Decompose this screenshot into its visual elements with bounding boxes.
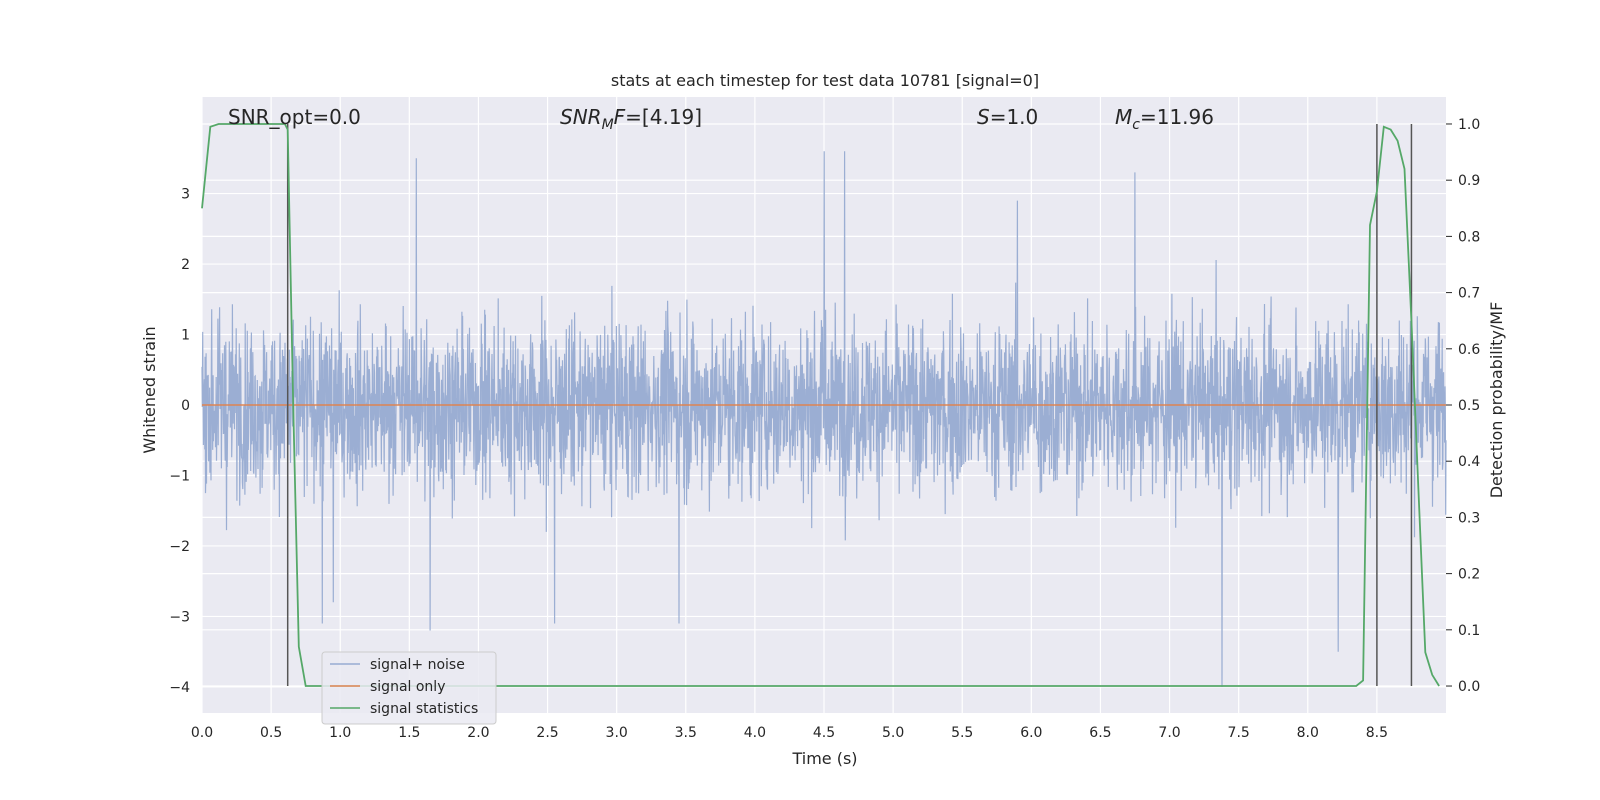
legend-label-signal-statistics: signal statistics bbox=[370, 701, 478, 717]
x-tick-label-5: 2.5 bbox=[536, 725, 558, 741]
y2-tick-label-2: 0.8 bbox=[1458, 229, 1480, 245]
legend-label-signal-only: signal only bbox=[370, 679, 445, 695]
legend: signal+ noise signal only signal statist… bbox=[321, 651, 497, 725]
y2-tick-label-9: 0.1 bbox=[1458, 623, 1480, 639]
x-axis-label: Time (s) bbox=[791, 749, 857, 768]
x-tick-label-3: 1.5 bbox=[398, 725, 420, 741]
y2-axis-label: Detection probability/MF bbox=[1487, 302, 1506, 499]
x-tick-label-8: 4.0 bbox=[744, 725, 766, 741]
x-tick-label-14: 7.0 bbox=[1158, 725, 1180, 741]
x-tick-label-7: 3.5 bbox=[675, 725, 697, 741]
x-tick-label-6: 3.0 bbox=[606, 725, 628, 741]
annotation-mc-value: =11.96 bbox=[1140, 105, 1214, 129]
legend-box bbox=[321, 651, 497, 725]
vertical-markers bbox=[286, 123, 1413, 687]
y-tick-label-5: −2 bbox=[169, 539, 190, 555]
signal-noise-line bbox=[201, 151, 1447, 687]
x-tick-label-11: 5.5 bbox=[951, 725, 973, 741]
y-tick-label-0: 3 bbox=[181, 187, 190, 203]
annotation-mc: Mc=11.96 bbox=[1115, 105, 1214, 133]
x-tick-label-16: 8.0 bbox=[1297, 725, 1319, 741]
signal-statistics-line bbox=[201, 123, 1440, 687]
annotation-snr-mf-value: =[4.19] bbox=[625, 105, 702, 129]
y2-tick-label-8: 0.2 bbox=[1458, 567, 1480, 583]
y-tick-label-7: −4 bbox=[169, 680, 190, 696]
annotation-snr-mf-subscript: M bbox=[602, 117, 614, 133]
x-tick-label-10: 5.0 bbox=[882, 725, 904, 741]
annotation-s: S=1.0 bbox=[977, 105, 1038, 129]
y2-tick-label-7: 0.3 bbox=[1458, 510, 1480, 526]
y-axis-right: 1.0 0.9 0.8 0.7 0.6 0.5 0.4 0.3 0.2 0.1 0.0 bbox=[1446, 117, 1480, 695]
y2-tick-label-0: 1.0 bbox=[1458, 117, 1480, 133]
y-axis-label: Whitened strain bbox=[140, 326, 159, 453]
annotation-snr-mf-symbol: SNR bbox=[560, 105, 602, 129]
x-tick-label-4: 2.0 bbox=[467, 725, 489, 741]
x-tick-label-1: 0.5 bbox=[260, 725, 282, 741]
annotation-snr-mf-rest: F bbox=[614, 105, 626, 129]
y2-tick-label-4: 0.6 bbox=[1458, 342, 1480, 358]
x-tick-label-0: 0.0 bbox=[191, 725, 213, 741]
y-tick-label-1: 2 bbox=[181, 257, 190, 273]
series-signal-noise bbox=[201, 151, 1447, 687]
y2-tick-label-1: 0.9 bbox=[1458, 173, 1480, 189]
series-signal-statistics bbox=[201, 123, 1440, 687]
x-tick-label-17: 8.5 bbox=[1366, 725, 1388, 741]
annotation-snr-opt: SNR_opt=0.0 bbox=[228, 105, 361, 129]
x-tick-label-9: 4.5 bbox=[813, 725, 835, 741]
y-tick-label-4: −1 bbox=[169, 468, 190, 484]
legend-label-signal-noise: signal+ noise bbox=[370, 657, 465, 673]
y2-tick-label-5: 0.5 bbox=[1458, 398, 1480, 414]
chart-title: stats at each timestep for test data 107… bbox=[611, 71, 1039, 90]
y2-tick-label-3: 0.7 bbox=[1458, 286, 1480, 302]
y2-tick-label-10: 0.0 bbox=[1458, 679, 1480, 695]
annotation-s-value: =1.0 bbox=[990, 105, 1039, 129]
x-tick-label-13: 6.5 bbox=[1089, 725, 1111, 741]
y-tick-label-6: −3 bbox=[169, 609, 190, 625]
y-tick-label-2: 1 bbox=[181, 328, 190, 344]
x-axis: 0.0 0.5 1.0 1.5 2.0 2.5 3.0 3.5 4.0 4.5 5.0 5.5 6.0 6… bbox=[191, 725, 1388, 741]
x-tick-label-15: 7.5 bbox=[1228, 725, 1250, 741]
annotation-mc-symbol: M bbox=[1115, 105, 1132, 129]
y-axis-left: 3 2 1 0 −1 −2 −3 −4 bbox=[169, 187, 190, 696]
annotation-s-symbol: S bbox=[977, 105, 990, 129]
y-tick-label-3: 0 bbox=[181, 398, 190, 414]
annotation-snr-mf: SNRMF=[4.19] bbox=[560, 105, 702, 133]
x-tick-label-2: 1.0 bbox=[329, 725, 351, 741]
y2-tick-label-6: 0.4 bbox=[1458, 454, 1480, 470]
x-tick-label-12: 6.0 bbox=[1020, 725, 1042, 741]
annotation-mc-subscript: c bbox=[1132, 117, 1140, 133]
